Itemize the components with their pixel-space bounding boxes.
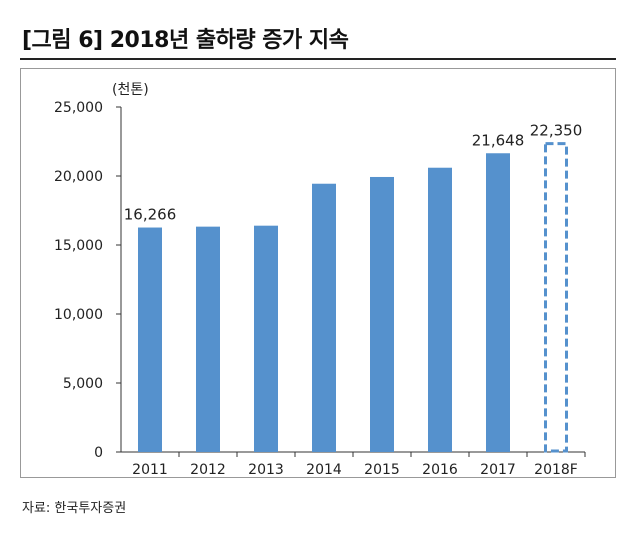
x-tick-label: 2011 <box>132 462 168 478</box>
x-tick-label: 2015 <box>364 462 400 478</box>
bar-2014 <box>312 183 336 452</box>
y-tick-label: 15,000 <box>54 238 103 254</box>
x-tick-label: 2016 <box>422 462 458 478</box>
x-tick-label: 2013 <box>248 462 284 478</box>
x-tick-label: 2018F <box>534 462 578 478</box>
x-tick-label: 2012 <box>190 462 226 478</box>
title-rule <box>20 58 616 60</box>
y-tick-label: 25,000 <box>54 100 103 116</box>
data-label-2017: 21,648 <box>472 131 525 149</box>
figure-title: [그림 6] 2018년 출하량 증가 지속 <box>22 28 349 53</box>
bar-2016 <box>428 167 452 452</box>
chart-frame <box>20 68 616 478</box>
y-tick-label: 10,000 <box>54 307 103 323</box>
bar-2013 <box>254 225 278 452</box>
bar-2015 <box>370 176 394 452</box>
x-tick-label: 2017 <box>480 462 516 478</box>
source-note: 자료: 한국투자증권 <box>22 501 127 516</box>
y-tick-label: 20,000 <box>54 169 103 185</box>
y-tick-label: 0 <box>94 445 103 461</box>
bar-forecast-2018F <box>544 142 568 453</box>
data-label-2018F: 22,350 <box>530 122 583 140</box>
bar-2012 <box>196 226 220 452</box>
y-axis-unit-label: (천톤) <box>112 82 149 98</box>
data-label-2011: 16,266 <box>124 206 177 224</box>
bar-2017 <box>486 153 510 452</box>
x-tick-label: 2014 <box>306 462 342 478</box>
bar-2011 <box>138 227 162 452</box>
y-tick-label: 5,000 <box>63 376 103 392</box>
